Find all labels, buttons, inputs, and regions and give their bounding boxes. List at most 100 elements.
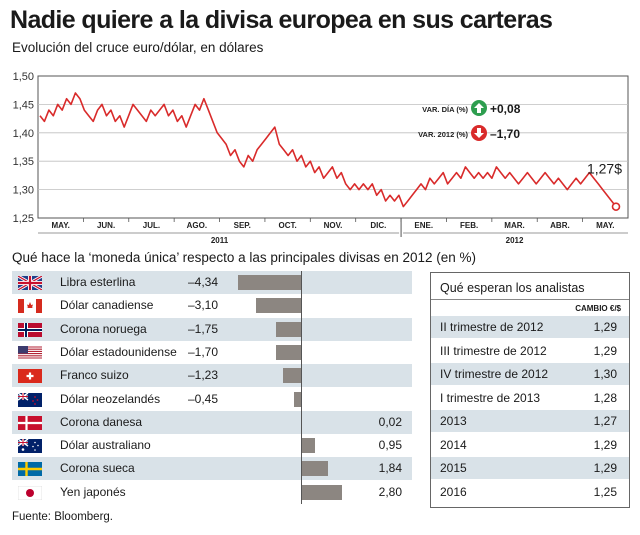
currency-row: Libra esterlina –4,34 [12,271,412,294]
x-tick-label: ENE. [414,221,433,230]
currency-bar [275,321,301,337]
analysts-column-header: CAMBIO €/$ [575,304,621,313]
currency-value: –0,45 [187,391,218,406]
source-note: Fuente: Bloomberg. [12,511,114,523]
arrow-glyph [474,128,484,138]
currency-row: Dólar australiano 0,95 [12,434,412,457]
currency-row: Corona sueca 1,84 [12,457,412,481]
x-tick-label: FEB. [460,221,478,230]
analyst-period: 2016 [440,484,467,499]
euro-dollar-line [39,92,617,208]
y-tick-label: 1,30 [13,185,34,197]
chart-subtitle: Evolución del cruce euro/dólar, en dólar… [12,40,264,55]
x-tick-label: JUL. [143,221,160,230]
currency-bar [301,438,315,454]
analyst-period: 2013 [440,414,467,428]
analyst-row: III trimestre de 2012 1,29 [431,340,629,362]
canada-flag-icon [18,299,42,314]
currency-value: –1,75 [187,321,218,336]
currency-value: 0,95 [378,438,402,453]
usa-flag-icon [18,345,42,360]
analysts-divider [431,299,629,300]
australia-flag-icon [17,438,42,454]
currency-name: Corona danesa [60,414,143,429]
indicator-value: +0,08 [490,102,521,116]
currency-name: Dólar estadounidense [60,344,177,359]
currency-row: Corona danesa 0,02 [12,410,412,434]
currency-value: –1,23 [187,368,218,383]
x-tick-label: MAY. [51,221,69,230]
x-tick-label: ABR. [550,221,570,230]
currency-value: –1,70 [187,344,218,359]
plot-frame [37,75,629,219]
analyst-forecast: 1,27 [593,414,617,428]
x-tick-label: MAR. [504,221,524,230]
currency-value: 1,84 [378,461,402,476]
norway-flag-icon [18,322,42,337]
euro-dollar-line-chart: 1,50 1,45 1,40 1,35 1,30 1,25 MAY. JUN. JUL. AGO.… [13,71,629,245]
currency-row: Corona noruega –1,75 [12,317,412,341]
analyst-row: 2016 1,25 [431,481,629,503]
currencies-bar-chart: Libra esterlina –4,34 Dólar canadiense –3,1… [12,271,412,504]
currency-name: Corona noruega [60,321,147,336]
year-label: 2012 [506,236,524,245]
currency-name: Franco suizo [60,368,129,383]
analyst-row: I trimestre de 2013 1,28 [431,387,629,409]
x-tick-label: OCT. [278,221,296,230]
currency-bar [301,461,328,477]
indicator-label: VAR. DÍA (%) [422,105,468,114]
currency-row: Franco suizo –1,23 [12,364,412,388]
currency-bar [294,391,301,407]
analyst-forecast: 1,29 [593,437,617,452]
currency-name: Dólar neozelandés [60,391,161,406]
y-tick-label: 1,25 [13,213,34,225]
analyst-forecast: 1,29 [593,461,617,475]
zero-axis [301,271,302,504]
analyst-forecast: 1,29 [593,343,617,358]
analyst-row: II trimestre de 2012 1,29 [431,316,629,338]
analyst-period: IV trimestre de 2012 [440,367,549,381]
analysts-panel: Qué esperan los analistas CAMBIO €/$ II … [430,272,630,508]
currency-bar [256,298,301,314]
currencies-section-title: Qué hace la ‘moneda única’ respecto a la… [12,250,477,265]
x-tick-label: NOV. [324,221,343,230]
new-zealand-flag-icon [17,391,42,407]
analyst-row: 2013 1,27 [431,410,629,432]
indicator-value: –1,70 [490,127,520,141]
analyst-period: 2014 [440,437,467,452]
currency-row: Dólar canadiense –3,10 [12,294,412,317]
currency-name: Dólar australiano [60,438,151,453]
analyst-row: 2015 1,29 [431,457,629,479]
analyst-period: II trimestre de 2012 [440,320,544,334]
analyst-forecast: 1,29 [593,320,617,334]
currency-row: Dólar estadounidense –1,70 [12,341,412,364]
currency-row: Dólar neozelandés –0,45 [12,388,412,411]
sweden-flag-icon [18,462,42,477]
analyst-forecast: 1,28 [593,390,617,405]
analyst-row: IV trimestre de 2012 1,30 [431,363,629,385]
currency-value: –4,34 [187,275,218,289]
y-tick-label: 1,45 [13,99,34,111]
currency-bar [283,368,301,384]
analyst-period: III trimestre de 2012 [440,343,547,358]
last-point-marker [611,202,621,211]
currency-name: Libra esterlina [60,275,136,289]
x-tick-label: MAY. [596,221,614,230]
analysts-title: Qué esperan los analistas [440,281,585,295]
x-tick-label: AGO. [187,221,207,230]
analyst-period: I trimestre de 2013 [440,390,541,405]
last-value-label: 1,27$ [587,161,622,177]
analyst-forecast: 1,30 [593,367,617,381]
y-tick-label: 1,50 [13,71,34,83]
currency-row: Yen japonés 2,80 [12,481,412,504]
y-tick-label: 1,40 [13,128,34,140]
currency-name: Dólar canadiense [60,298,154,313]
currency-bar [276,344,301,360]
x-tick-label: JUN. [97,221,115,230]
uk-flag-icon [17,274,43,292]
japan-flag-icon [17,485,43,500]
analyst-period: 2015 [440,461,467,475]
y-tick-label: 1,35 [13,156,34,168]
arrow-glyph [474,103,484,113]
currency-value: –3,10 [187,298,218,313]
